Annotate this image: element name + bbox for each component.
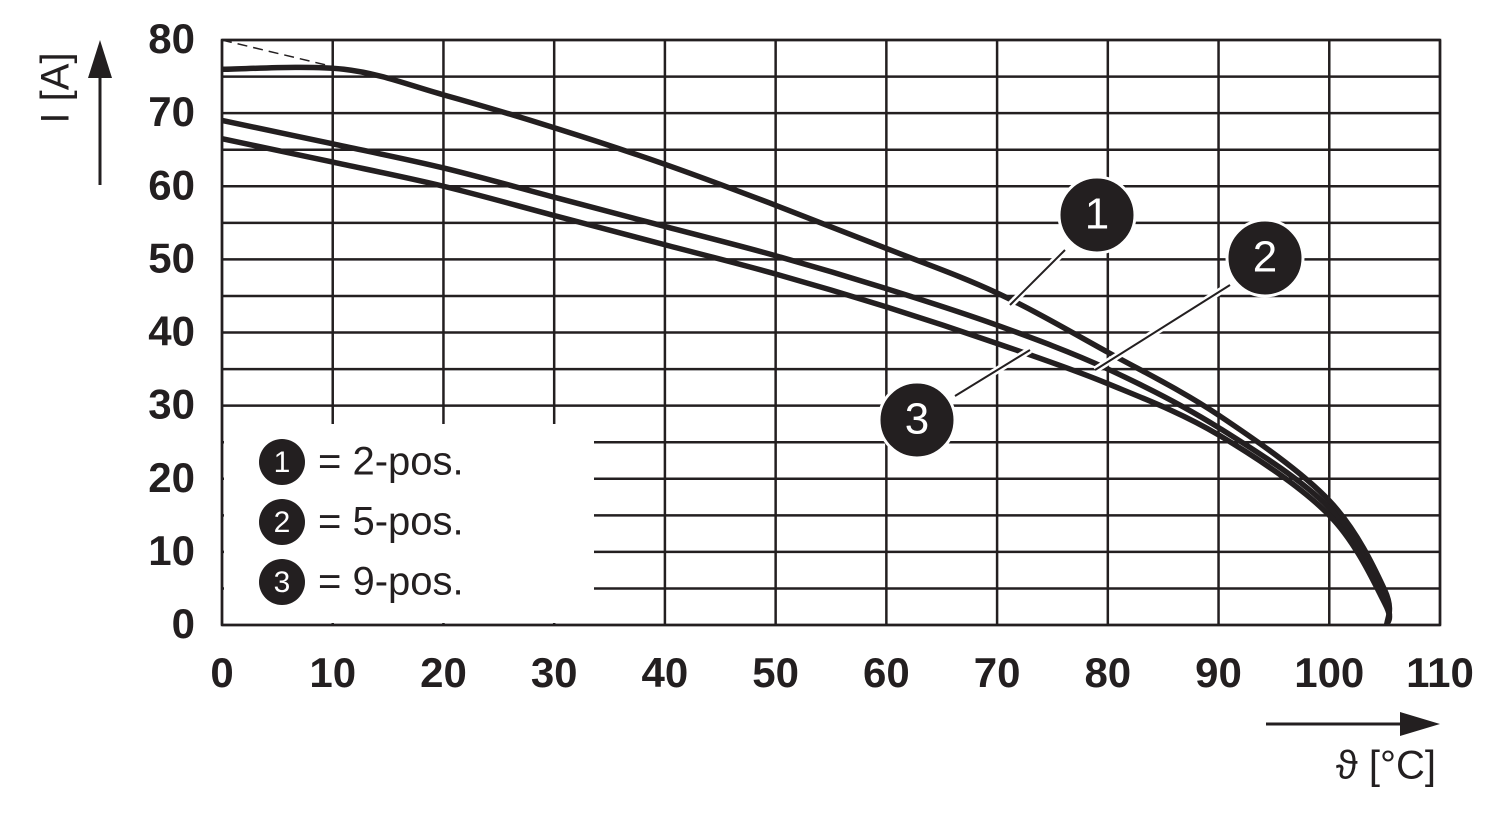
leader-line [954,349,1031,397]
x-tick-label: 0 [210,649,233,696]
callout-label: 2 [1253,233,1277,282]
series-line [221,64,1393,626]
y-tick-label: 0 [172,600,195,647]
y-tick-label: 20 [148,454,195,501]
y-tick-label: 60 [148,161,195,208]
x-tick-label: 40 [642,649,689,696]
extrapolation-line [221,39,344,70]
x-tick-label: 10 [309,649,356,696]
x-tick-label: 90 [1195,649,1242,696]
leader-line [1094,284,1231,371]
x-tick-label: 100 [1294,649,1364,696]
legend-marker-label: 2 [274,506,291,539]
y-tick-label: 10 [148,527,195,574]
x-tick-label: 50 [752,649,799,696]
y-tick-label: 50 [148,234,195,281]
legend-marker [259,439,305,485]
x-tick-label: 20 [420,649,467,696]
y-axis-arrowhead [88,40,112,78]
legend-label: = 2-pos. [318,440,464,484]
callout-circle [1057,175,1137,255]
y-tick-label: 40 [148,308,195,355]
legend-label: = 5-pos. [318,500,464,544]
x-axis-label: ϑ [°C] [1336,744,1436,788]
series-line [221,117,1393,626]
y-tick-label: 80 [148,15,195,62]
legend-marker [259,559,305,605]
legend-marker-label: 3 [274,566,291,599]
legend-label: = 9-pos. [318,560,464,604]
callout-label: 3 [905,395,929,444]
callout-circle [1225,218,1305,298]
x-tick-label: 110 [1406,649,1474,696]
leader-line [1009,249,1066,306]
x-tick-label: 30 [531,649,578,696]
legend-marker [259,499,305,545]
y-axis-label: I [A] [34,52,78,123]
legend-marker-label: 1 [274,446,291,479]
x-tick-label: 70 [974,649,1021,696]
series-line [221,136,1393,626]
x-tick-label: 80 [1084,649,1131,696]
x-axis-arrowhead [1400,712,1440,736]
callout-label: 1 [1085,190,1109,239]
y-tick-label: 30 [148,381,195,428]
y-tick-label: 70 [148,88,195,135]
callout-circle [877,380,957,460]
x-tick-label: 60 [863,649,910,696]
plot-border [220,38,1442,627]
